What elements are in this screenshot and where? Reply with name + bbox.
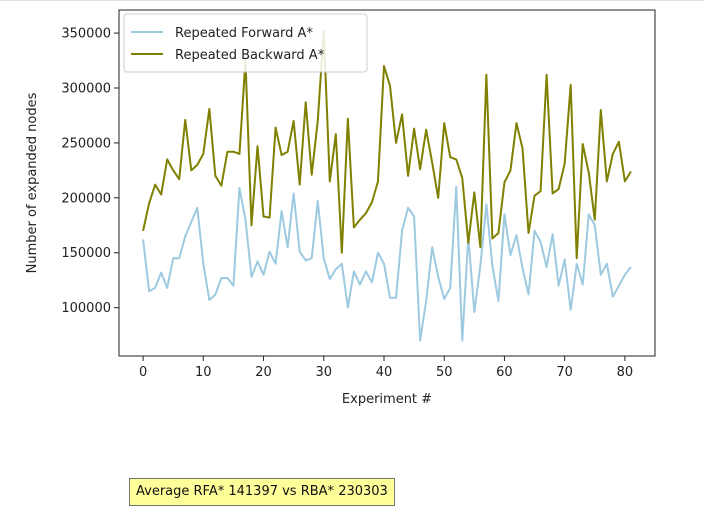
x-tick-label: 0 [139,365,147,380]
y-tick-label: 200000 [61,191,111,206]
y-tick-label: 250000 [61,136,111,151]
y-tick-label: 300000 [61,81,111,96]
x-tick-label: 50 [436,365,453,380]
x-tick-label: 60 [496,365,513,380]
series-line-forward [142,185,632,342]
series-line-backward [142,29,632,260]
legend: Repeated Forward A* Repeated Backward A* [123,13,368,73]
legend-box [123,13,368,73]
x-tick-label: 40 [376,365,393,380]
x-tick-label: 10 [195,365,212,380]
line-chart: 0 10 20 30 40 50 60 70 80 100000 150000 200000 2500… [25,9,656,407]
x-tick-label: 20 [255,365,272,380]
x-tick-label: 30 [315,365,332,380]
y-axis: 100000 150000 200000 250000 300000 350000 [61,27,119,316]
series-layer [142,29,632,342]
x-axis: 0 10 20 30 40 50 60 70 80 [139,356,633,380]
legend-label: Repeated Forward A* [175,26,313,41]
x-tick-label: 80 [617,365,634,380]
average-summary-label: Average RFA* 141397 vs RBA* 230303 [129,478,395,506]
x-tick-label: 70 [556,365,573,380]
y-tick-label: 100000 [61,301,111,316]
y-tick-label: 350000 [61,27,111,42]
y-tick-label: 150000 [61,246,111,261]
top-divider [0,0,704,1]
x-axis-label: Experiment # [342,392,432,407]
axes-frame [118,9,656,357]
y-axis-label: Number of expanded nodes [25,92,40,273]
legend-label: Repeated Backward A* [175,48,325,63]
